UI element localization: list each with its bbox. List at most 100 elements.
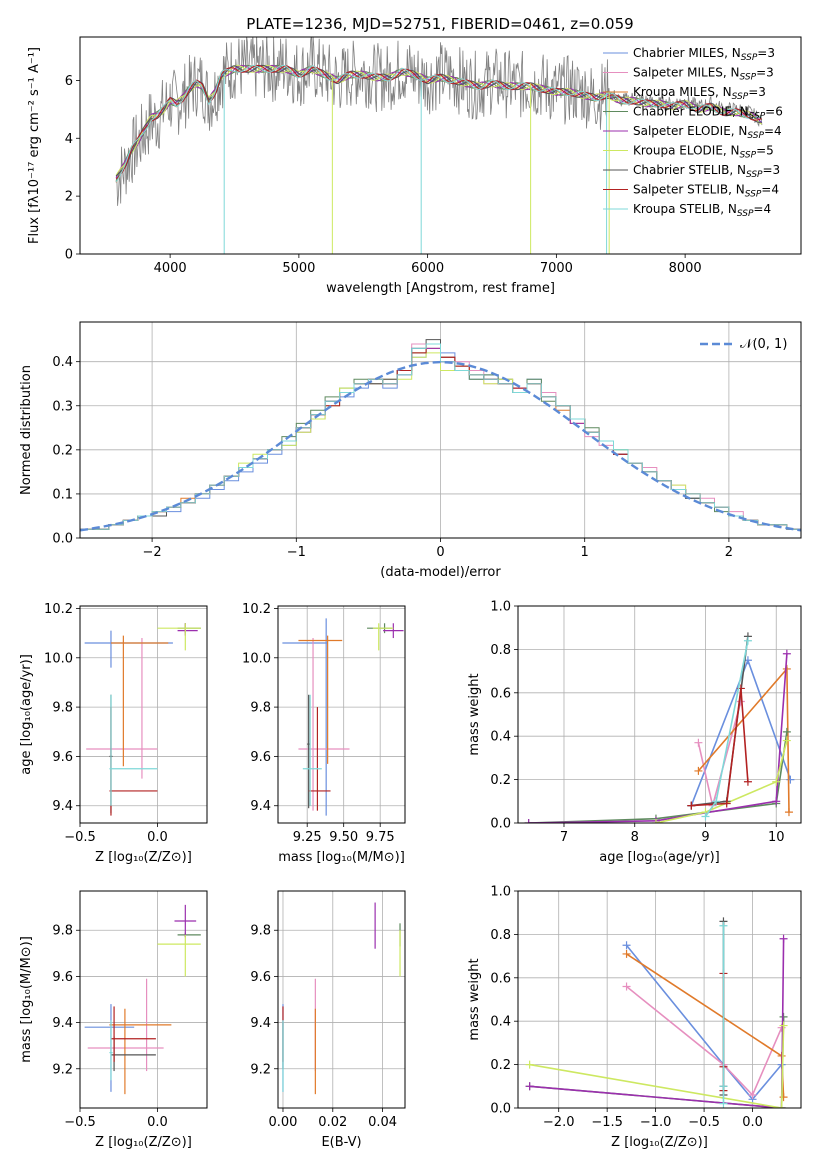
weight-line-4	[529, 938, 785, 1108]
weight-marker	[782, 664, 791, 673]
weight-marker	[782, 727, 791, 736]
y-tick-label: 0.8	[490, 928, 511, 943]
plot-area	[278, 606, 405, 823]
legend-entry-tail: =5	[756, 144, 774, 158]
x-axis-label: Z [log₁₀(Z/Z⊙)]	[95, 1135, 192, 1150]
weight-marker	[772, 777, 781, 786]
legend-entry-tail: =4	[753, 202, 771, 216]
y-tick-label: 9.8	[250, 924, 271, 939]
weight-marker	[779, 934, 788, 943]
y-axis-label: Flux [fλ10⁻¹⁷ erg cm⁻² s⁻¹ A⁻¹]	[27, 47, 42, 244]
y-tick-label: 1.0	[490, 600, 511, 615]
y-tick-label: 9.4	[52, 1016, 73, 1031]
x-tick-label: 7000	[540, 261, 573, 276]
weight-line-0	[625, 944, 783, 1101]
y-axis-label: mass weight	[467, 673, 482, 755]
legend-entry-3: Chabrier ELODIE, NSSP=6	[633, 105, 783, 122]
errorbar-point	[109, 1008, 172, 1095]
y-tick-label: 10.2	[44, 602, 73, 617]
errorbar-point	[157, 934, 201, 977]
errorbar-point	[86, 638, 158, 779]
plot-area	[80, 606, 207, 823]
x-tick-label: 0.02	[318, 1115, 347, 1130]
axis-ticks: −2 −1 0 1 2 0.0 0.1 0.2 0.3 0.4	[52, 355, 733, 560]
panel-spectrum: 4000 5000 6000 7000 8000 0 2 4 6 wavelength [Angs…	[27, 36, 802, 296]
y-tick-label: 0.2	[490, 773, 511, 788]
errorbar-point	[109, 1020, 113, 1081]
y-tick-label: 0.2	[490, 1058, 511, 1073]
legend-entry-tail: =4	[764, 124, 782, 138]
y-tick-label: 9.4	[250, 799, 271, 814]
x-axis-label: mass [log₁₀(M/M⊙)]	[278, 850, 405, 865]
x-tick-label: −1	[287, 545, 306, 560]
x-tick-label: 5000	[282, 261, 315, 276]
axes-frame	[79, 890, 208, 1109]
figure-title: PLATE=1236, MJD=52751, FIBERID=0461, z=0…	[246, 15, 633, 33]
y-tick-label: 9.8	[52, 924, 73, 939]
weight-marker	[782, 736, 791, 745]
x-tick-label: 0.04	[368, 1115, 397, 1130]
y-tick-label: 9.2	[52, 1062, 73, 1077]
y-tick-label: 0.6	[490, 686, 511, 701]
axis-ticks: −0.5 0.0 9.2 9.4 9.6 9.8	[52, 924, 167, 1130]
x-axis-label: E(B-V)	[321, 1135, 361, 1150]
legend-entry-tail: =4	[761, 183, 779, 197]
y-tick-label: 9.2	[250, 1062, 271, 1077]
plot-area	[518, 891, 801, 1108]
y-axis-label: age [log₁₀(age/yr)]	[19, 654, 34, 775]
gaussian-curve	[80, 360, 801, 532]
y-tick-label: 1.0	[490, 885, 511, 900]
x-tick-label: −2.0	[543, 1115, 575, 1130]
errorbar-point	[282, 618, 328, 816]
axes-frame	[277, 605, 406, 824]
x-tick-label: 0.0	[742, 1115, 763, 1130]
x-tick-label: −2	[143, 545, 162, 560]
weight-marker	[779, 1093, 788, 1102]
x-tick-label: 2	[725, 545, 733, 560]
panel-residuals: −2 −1 0 1 2 0.0 0.1 0.2 0.3 0.4 (data-model)/error…	[19, 321, 802, 580]
plot-area	[115, 37, 763, 254]
legend-entry-tail: =3	[763, 163, 781, 177]
legend-entry-tail: =6	[765, 105, 783, 119]
legend-entry-base: Kroupa ELODIE, N	[633, 144, 740, 158]
y-axis-label: Normed distribution	[19, 365, 34, 495]
y-tick-label: 2	[65, 190, 73, 205]
legend-entry-base: Kroupa STELIB, N	[633, 202, 737, 216]
x-tick-label: 9.25	[293, 830, 322, 845]
y-axis-label: mass weight	[467, 958, 482, 1040]
x-tick-label: −0.5	[64, 1115, 96, 1130]
weight-marker	[651, 819, 660, 823]
legend-entry-tail: =3	[756, 66, 774, 80]
legend-entry-sub: SSP	[737, 209, 754, 219]
x-tick-label: 9.75	[366, 830, 395, 845]
legend-entry-sub: SSP	[741, 53, 758, 63]
legend-entry-sub: SSP	[747, 131, 764, 141]
panel-mass-vs-ebv: 0.00 0.02 0.04 9.2 9.4 9.6 9.8 E(B-V)	[250, 890, 406, 1150]
legend-entry-8: Kroupa STELIB, NSSP=4	[633, 202, 771, 219]
x-tick-label: 8000	[669, 261, 702, 276]
legend-entry-sub: SSP	[749, 112, 766, 122]
x-tick-label: 9	[701, 830, 709, 845]
weight-marker	[694, 738, 703, 747]
y-tick-label: 0.1	[52, 487, 73, 502]
x-tick-label: 0.00	[269, 1115, 298, 1130]
weight-marker	[712, 797, 721, 806]
x-axis-label: age [log₁₀(age/yr)]	[599, 850, 720, 865]
weight-marker	[622, 941, 631, 950]
weight-marker	[772, 797, 781, 806]
weight-marker	[748, 1090, 757, 1099]
weight-marker	[722, 799, 731, 808]
y-tick-label: 9.4	[250, 1016, 271, 1031]
y-tick-label: 0.0	[52, 532, 73, 547]
x-tick-label: 0.0	[147, 830, 168, 845]
legend-entry-sub: SSP	[740, 73, 757, 83]
weight-line-7	[691, 688, 749, 807]
y-tick-label: 0.0	[490, 1102, 511, 1117]
axis-ticks: 0.00 0.02 0.04 9.2 9.4 9.6 9.8	[250, 924, 397, 1130]
y-tick-label: 10.0	[242, 651, 271, 666]
legend-entry-base: Chabrier MILES, N	[633, 46, 741, 60]
legend-entry: 𝒩(0, 1)	[740, 337, 787, 352]
legend-entry-base: Salpeter MILES, N	[633, 66, 740, 80]
errorbar-point	[174, 904, 197, 938]
x-axis-label: (data-model)/error	[380, 565, 501, 580]
